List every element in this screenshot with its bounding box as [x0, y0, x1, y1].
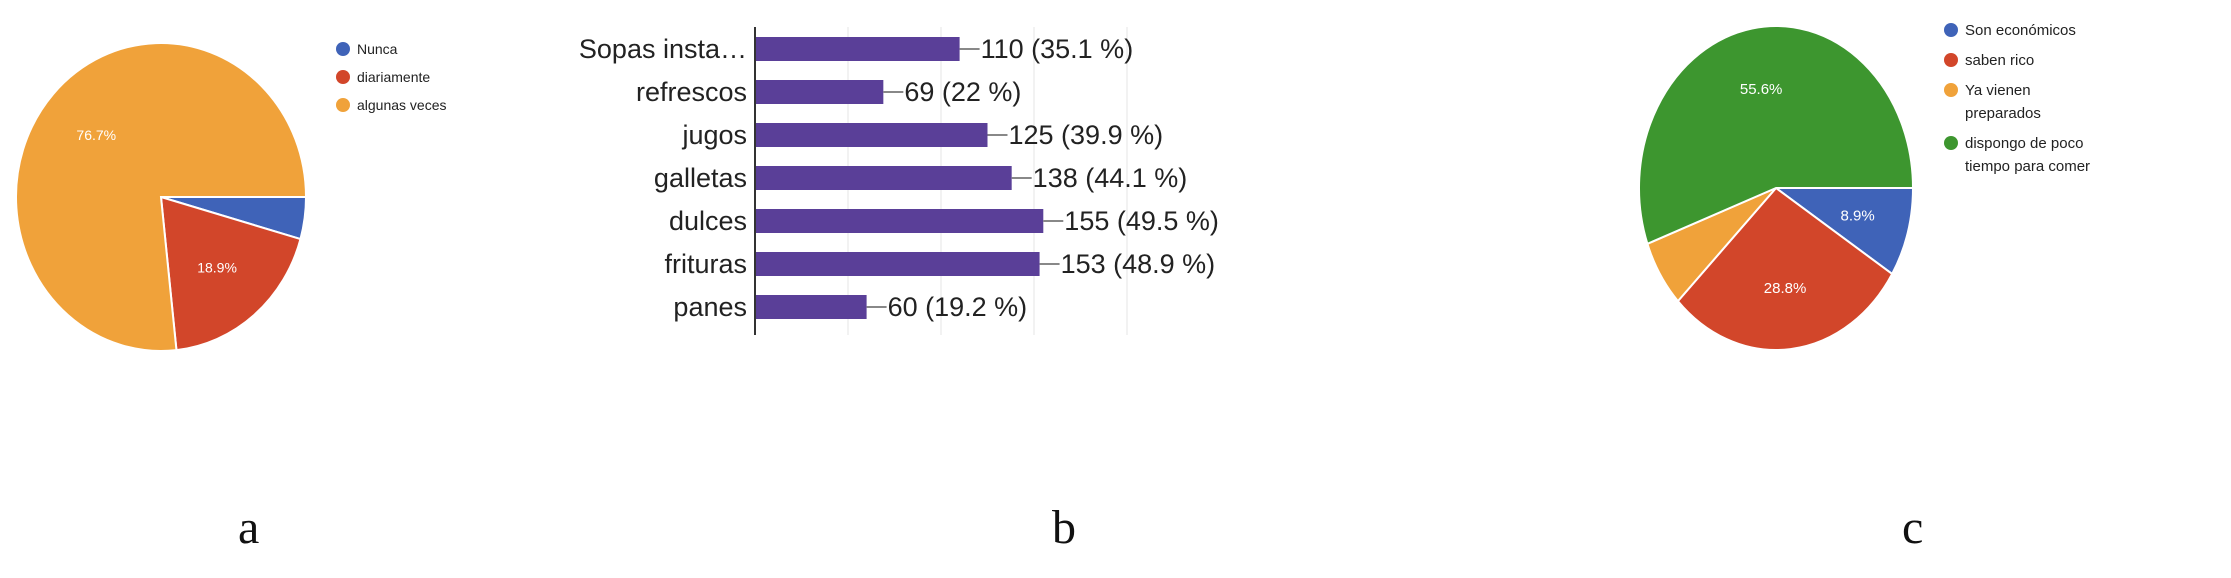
pie-slice	[1772, 187, 1915, 276]
legend-label: Son económicos	[1965, 22, 2076, 39]
legend-marker	[1944, 53, 1958, 67]
legend-label: diariamente	[357, 69, 430, 85]
legend-label: Nunca	[357, 41, 398, 57]
slice-label: 55.6%	[1740, 81, 1783, 98]
data-label: 60 (19.2 %)	[888, 292, 1028, 322]
legend-label: saben rico	[1965, 52, 2034, 69]
bar	[755, 166, 1012, 190]
slice-label: 76.7%	[76, 127, 116, 143]
legend-marker	[336, 42, 350, 56]
data-label: 155 (49.5 %)	[1064, 206, 1219, 236]
data-label: 125 (39.9 %)	[1009, 120, 1164, 150]
bar	[755, 37, 960, 61]
slice-label: 18.9%	[197, 260, 237, 276]
pie-slice	[159, 195, 302, 352]
legend-marker	[1944, 23, 1958, 37]
panel-label-b: b	[1052, 501, 1076, 554]
panel-label-a: a	[238, 501, 260, 554]
category-label: panes	[673, 292, 747, 322]
legend-marker	[1944, 136, 1958, 150]
data-label: 153 (48.9 %)	[1061, 249, 1216, 279]
bar	[755, 123, 988, 147]
pie-slice	[1638, 25, 1915, 246]
category-label: dulces	[669, 206, 747, 236]
data-label: 110 (35.1 %)	[981, 34, 1134, 64]
legend-marker	[336, 70, 350, 84]
panel-label-c: c	[1902, 501, 1924, 554]
bar	[755, 295, 867, 319]
legend-label: tiempo para comer	[1965, 158, 2090, 175]
bar	[755, 252, 1040, 276]
category-label: refrescos	[636, 77, 747, 107]
pie-slice	[1676, 186, 1894, 351]
legend-marker	[336, 98, 350, 112]
legend-marker	[1944, 83, 1958, 97]
slice-label: 28.8%	[1764, 280, 1807, 297]
data-label: 69 (22 %)	[904, 77, 1021, 107]
legend-label: dispongo de poco	[1965, 135, 2083, 152]
legend-label: algunas veces	[357, 97, 447, 113]
bar	[755, 209, 1044, 233]
data-label: 138 (44.1 %)	[1033, 163, 1188, 193]
pie-slice	[15, 42, 308, 352]
slice-label: 8.9%	[1841, 208, 1875, 225]
category-label: frituras	[664, 249, 747, 279]
category-label: Sopas insta…	[579, 34, 747, 64]
legend-label: preparados	[1965, 105, 2041, 122]
category-label: galletas	[654, 163, 747, 193]
bar	[755, 80, 884, 104]
category-label: jugos	[681, 120, 747, 150]
legend-label: Ya vienen	[1965, 82, 2031, 99]
